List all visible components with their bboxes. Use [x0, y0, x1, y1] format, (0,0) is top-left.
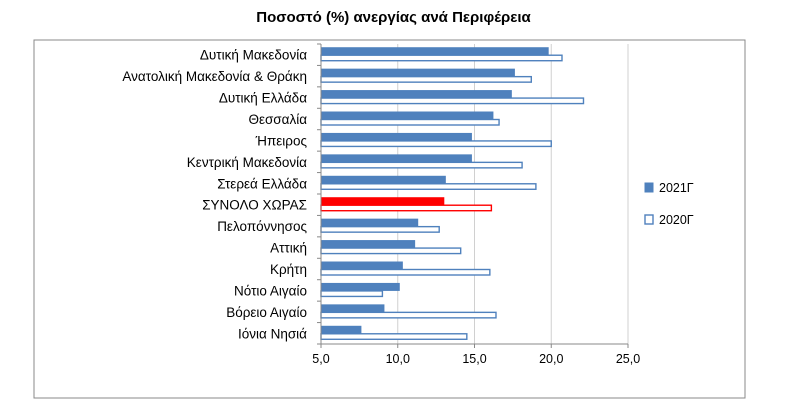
category-label: ΣΥΝΟΛΟ ΧΩΡΑΣ: [202, 198, 307, 213]
bar-2021Γ: [320, 68, 515, 77]
category-label: Πελοπόννησος: [217, 219, 307, 234]
legend-label: 2020Γ: [659, 213, 694, 227]
x-tick-label: 5,0: [312, 352, 329, 366]
bar-2021Γ: [320, 325, 362, 334]
bar-2021Γ: [320, 90, 512, 99]
x-tick-label: 15,0: [462, 352, 486, 366]
category-label: Ήπειρος: [255, 133, 308, 148]
category-label: Δυτική Ελλάδα: [219, 91, 307, 106]
axes: 5,0 10,0 15,0 20,0 25,0: [312, 43, 640, 366]
category-label: Ανατολική Μακεδονία & Θράκη: [122, 69, 307, 84]
bar-2020Γ: [320, 140, 552, 148]
chart-frame: [33, 39, 746, 399]
bars: [320, 47, 585, 340]
bar-2020Γ: [320, 225, 440, 233]
legend: 2021Γ 2020Γ: [644, 181, 694, 227]
chart-title: Ποσοστό (%) ανεργίας ανά Περιφέρεια: [256, 9, 531, 26]
category-label: Ιόνια Νησιά: [238, 326, 307, 341]
bar-2021Γ: [320, 197, 445, 206]
bar-2020Γ: [320, 247, 462, 255]
bar-2020Γ: [320, 75, 532, 83]
bar-2020Γ: [320, 333, 468, 340]
bar-2021Γ: [320, 218, 419, 227]
category-label: Δυτική Μακεδονία: [200, 48, 307, 63]
bar-2020Γ: [320, 54, 563, 62]
category-label: Στερεά Ελλάδα: [217, 176, 307, 191]
category-label: Κρήτη: [270, 262, 307, 277]
x-tick-label: 25,0: [616, 352, 640, 366]
bar-2021Γ: [320, 132, 472, 141]
bar-2021Γ: [320, 111, 494, 120]
legend-swatch: [644, 182, 654, 193]
bar-2020Γ: [320, 118, 500, 126]
bar-2020Γ: [320, 97, 585, 105]
bar-2020Γ: [320, 183, 537, 190]
category-label: Κεντρική Μακεδονία: [187, 155, 307, 170]
gridlines: [397, 44, 629, 344]
bar-2021Γ: [320, 175, 446, 184]
bar-2020Γ: [320, 290, 384, 298]
category-labels: Δυτική Μακεδονία Ανατολική Μακεδονία & Θρ…: [122, 48, 307, 342]
bar-2021Γ: [320, 154, 472, 163]
x-tick-label: 20,0: [539, 352, 563, 366]
bar-2021Γ: [320, 282, 400, 291]
bar-2021Γ: [320, 261, 403, 270]
bar-2021Γ: [320, 240, 416, 249]
bar-2021Γ: [320, 304, 385, 313]
legend-swatch: [644, 214, 654, 225]
bar-2020Γ: [320, 204, 493, 212]
category-label: Αττική: [270, 241, 307, 256]
x-tick-label: 10,0: [386, 352, 410, 366]
category-label: Νότιο Αιγαίο: [234, 283, 307, 298]
bar-2020Γ: [320, 161, 523, 169]
bar-2020Γ: [320, 268, 491, 276]
category-label: Θεσσαλία: [248, 112, 307, 127]
legend-label: 2021Γ: [659, 181, 694, 195]
category-label: Βόρειο Αιγαίο: [226, 305, 307, 320]
bar-2021Γ: [320, 47, 549, 56]
bar-2020Γ: [320, 311, 497, 319]
